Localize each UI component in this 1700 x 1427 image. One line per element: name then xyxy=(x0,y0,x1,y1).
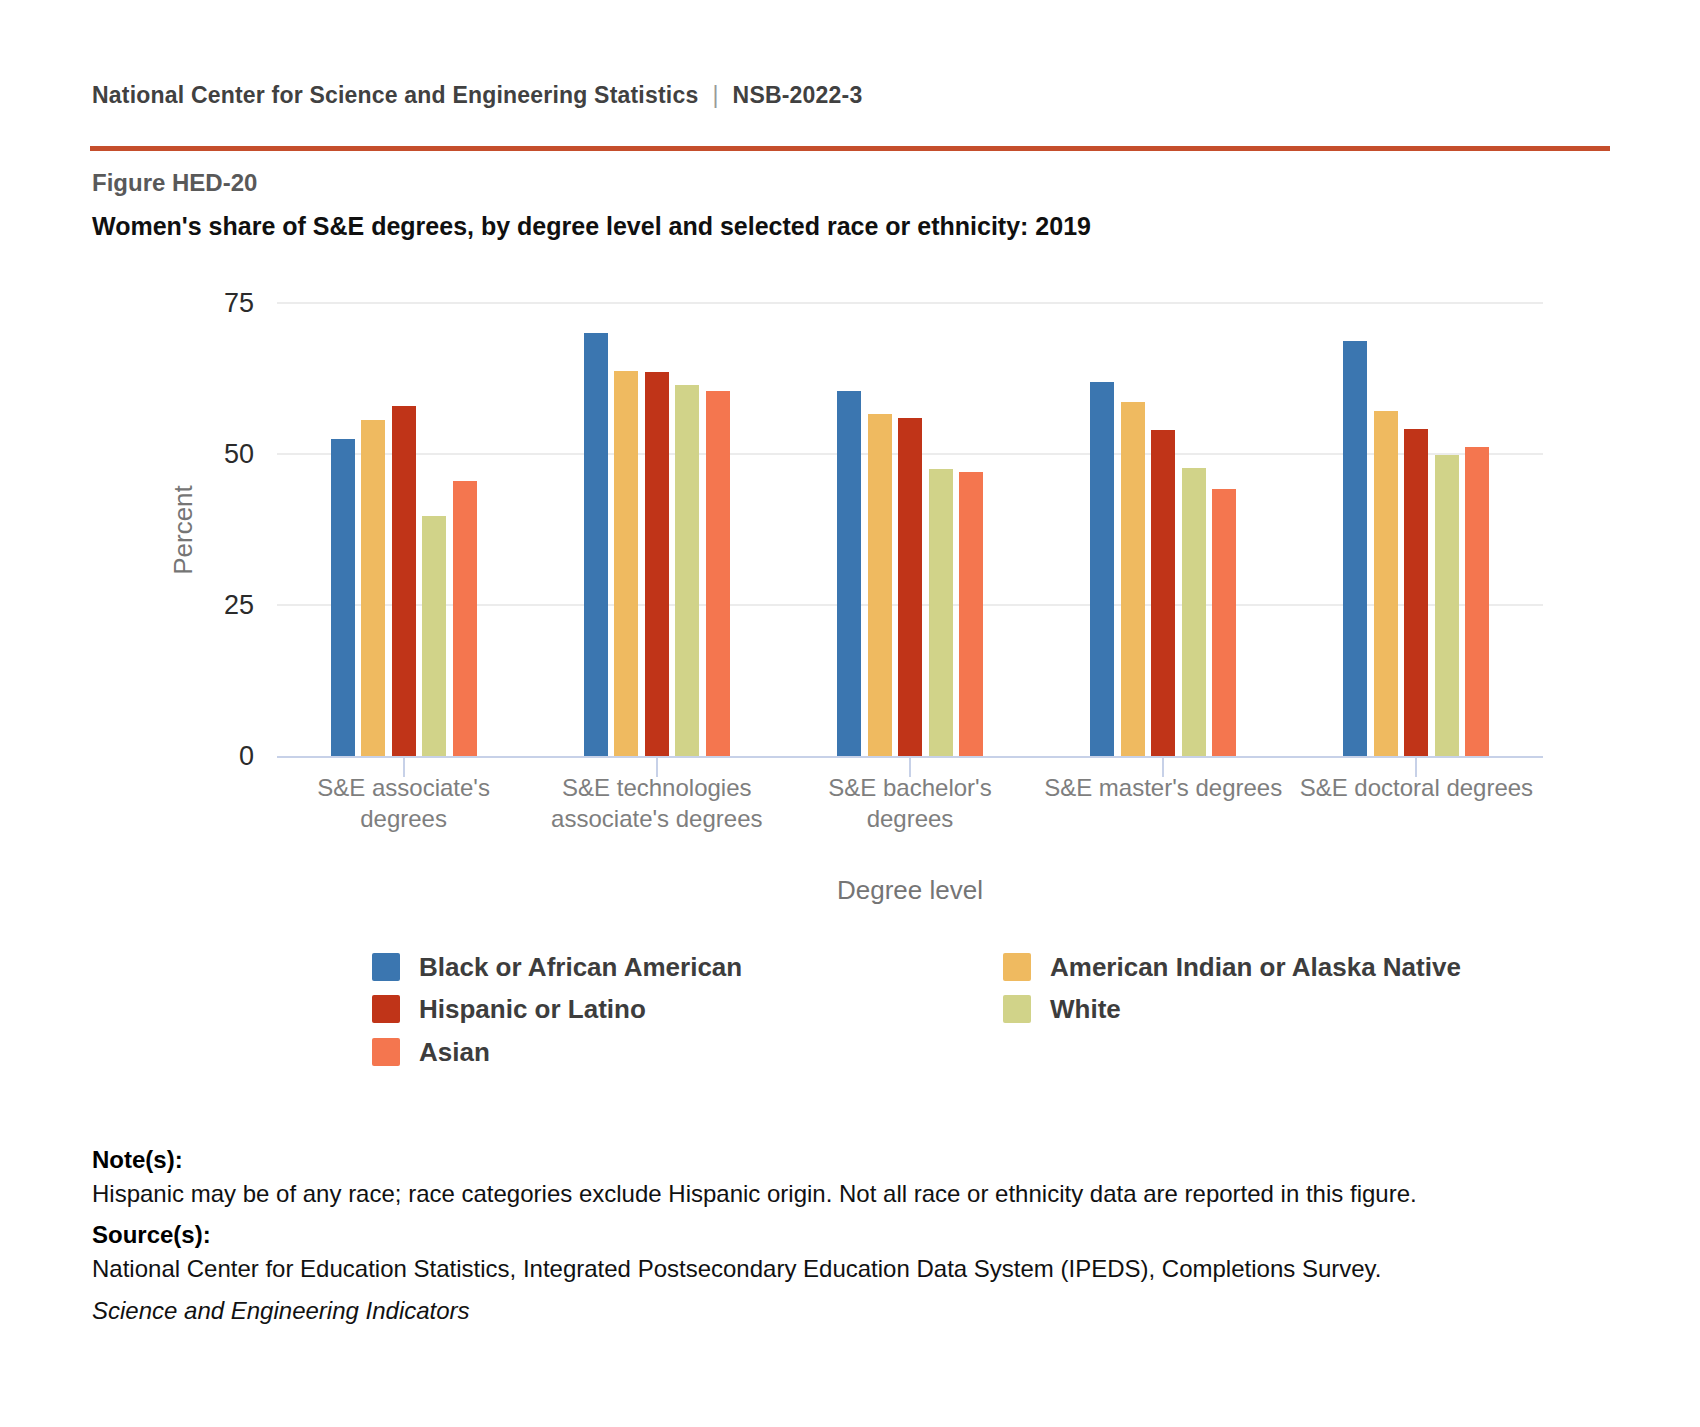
category-label: S&E master's degrees xyxy=(1023,772,1303,803)
figure-label: Figure HED-20 xyxy=(92,169,257,197)
y-tick-label: 75 xyxy=(144,288,254,318)
y-tick-label: 50 xyxy=(144,439,254,469)
attribution: Science and Engineering Indicators xyxy=(92,1297,470,1325)
notes-text: Hispanic may be of any race; race catego… xyxy=(92,1178,1552,1210)
bar-white[interactable] xyxy=(1182,468,1206,756)
category-label: S&E doctoral degrees xyxy=(1276,772,1556,803)
bar-asian[interactable] xyxy=(453,481,477,756)
accent-rule xyxy=(90,146,1610,151)
bar-asian[interactable] xyxy=(959,472,983,756)
bar-black-or-african-american[interactable] xyxy=(331,439,355,756)
header-org: National Center for Science and Engineer… xyxy=(92,82,698,108)
legend-swatch xyxy=(372,953,400,981)
bar-american-indian-or-alaska-native[interactable] xyxy=(1121,402,1145,756)
category-label: S&E technologies associate's degrees xyxy=(517,772,797,834)
bar-hispanic-or-latino[interactable] xyxy=(392,406,416,756)
bar-asian[interactable] xyxy=(706,391,730,756)
bar-american-indian-or-alaska-native[interactable] xyxy=(614,371,638,756)
bar-american-indian-or-alaska-native[interactable] xyxy=(1374,411,1398,756)
bar-hispanic-or-latino[interactable] xyxy=(898,418,922,756)
bar-hispanic-or-latino[interactable] xyxy=(1151,430,1175,756)
bar-hispanic-or-latino[interactable] xyxy=(1404,429,1428,756)
legend-label: Asian xyxy=(419,1038,490,1066)
sources-text: National Center for Education Statistics… xyxy=(92,1253,1552,1285)
page-header: National Center for Science and Engineer… xyxy=(92,82,862,109)
legend-label: White xyxy=(1050,995,1121,1023)
bar-black-or-african-american[interactable] xyxy=(837,391,861,756)
legend-label: American Indian or Alaska Native xyxy=(1050,953,1461,981)
bar-chart: 0255075PercentS&E associate's degreesS&E… xyxy=(0,270,1700,880)
bar-asian[interactable] xyxy=(1465,447,1489,756)
bar-hispanic-or-latino[interactable] xyxy=(645,372,669,756)
figure-title: Women's share of S&E degrees, by degree … xyxy=(92,212,1091,241)
header-separator: | xyxy=(712,82,718,108)
y-axis-title: Percent xyxy=(168,380,198,680)
bar-black-or-african-american[interactable] xyxy=(1343,341,1367,756)
legend-swatch xyxy=(1003,953,1031,981)
bar-asian[interactable] xyxy=(1212,489,1236,756)
bar-white[interactable] xyxy=(929,469,953,756)
y-tick-label: 25 xyxy=(144,590,254,620)
bar-white[interactable] xyxy=(1435,455,1459,756)
legend-swatch xyxy=(1003,995,1031,1023)
legend-label: Black or African American xyxy=(419,953,742,981)
sources-label: Source(s): xyxy=(92,1221,211,1249)
bar-white[interactable] xyxy=(422,516,446,756)
category-label: S&E bachelor's degrees xyxy=(770,772,1050,834)
bar-black-or-african-american[interactable] xyxy=(584,333,608,756)
bar-american-indian-or-alaska-native[interactable] xyxy=(361,420,385,756)
bar-black-or-african-american[interactable] xyxy=(1090,382,1114,756)
bar-american-indian-or-alaska-native[interactable] xyxy=(868,414,892,756)
category-label: S&E associate's degrees xyxy=(264,772,544,834)
legend-label: Hispanic or Latino xyxy=(419,995,646,1023)
page: National Center for Science and Engineer… xyxy=(0,0,1700,1427)
gridline-75 xyxy=(277,302,1543,304)
x-axis-title: Degree level xyxy=(277,875,1543,906)
y-tick-label: 0 xyxy=(144,741,254,771)
bar-white[interactable] xyxy=(675,385,699,756)
legend-swatch xyxy=(372,1038,400,1066)
legend-swatch xyxy=(372,995,400,1023)
notes-label: Note(s): xyxy=(92,1146,183,1174)
header-report-number: NSB-2022-3 xyxy=(733,82,863,108)
